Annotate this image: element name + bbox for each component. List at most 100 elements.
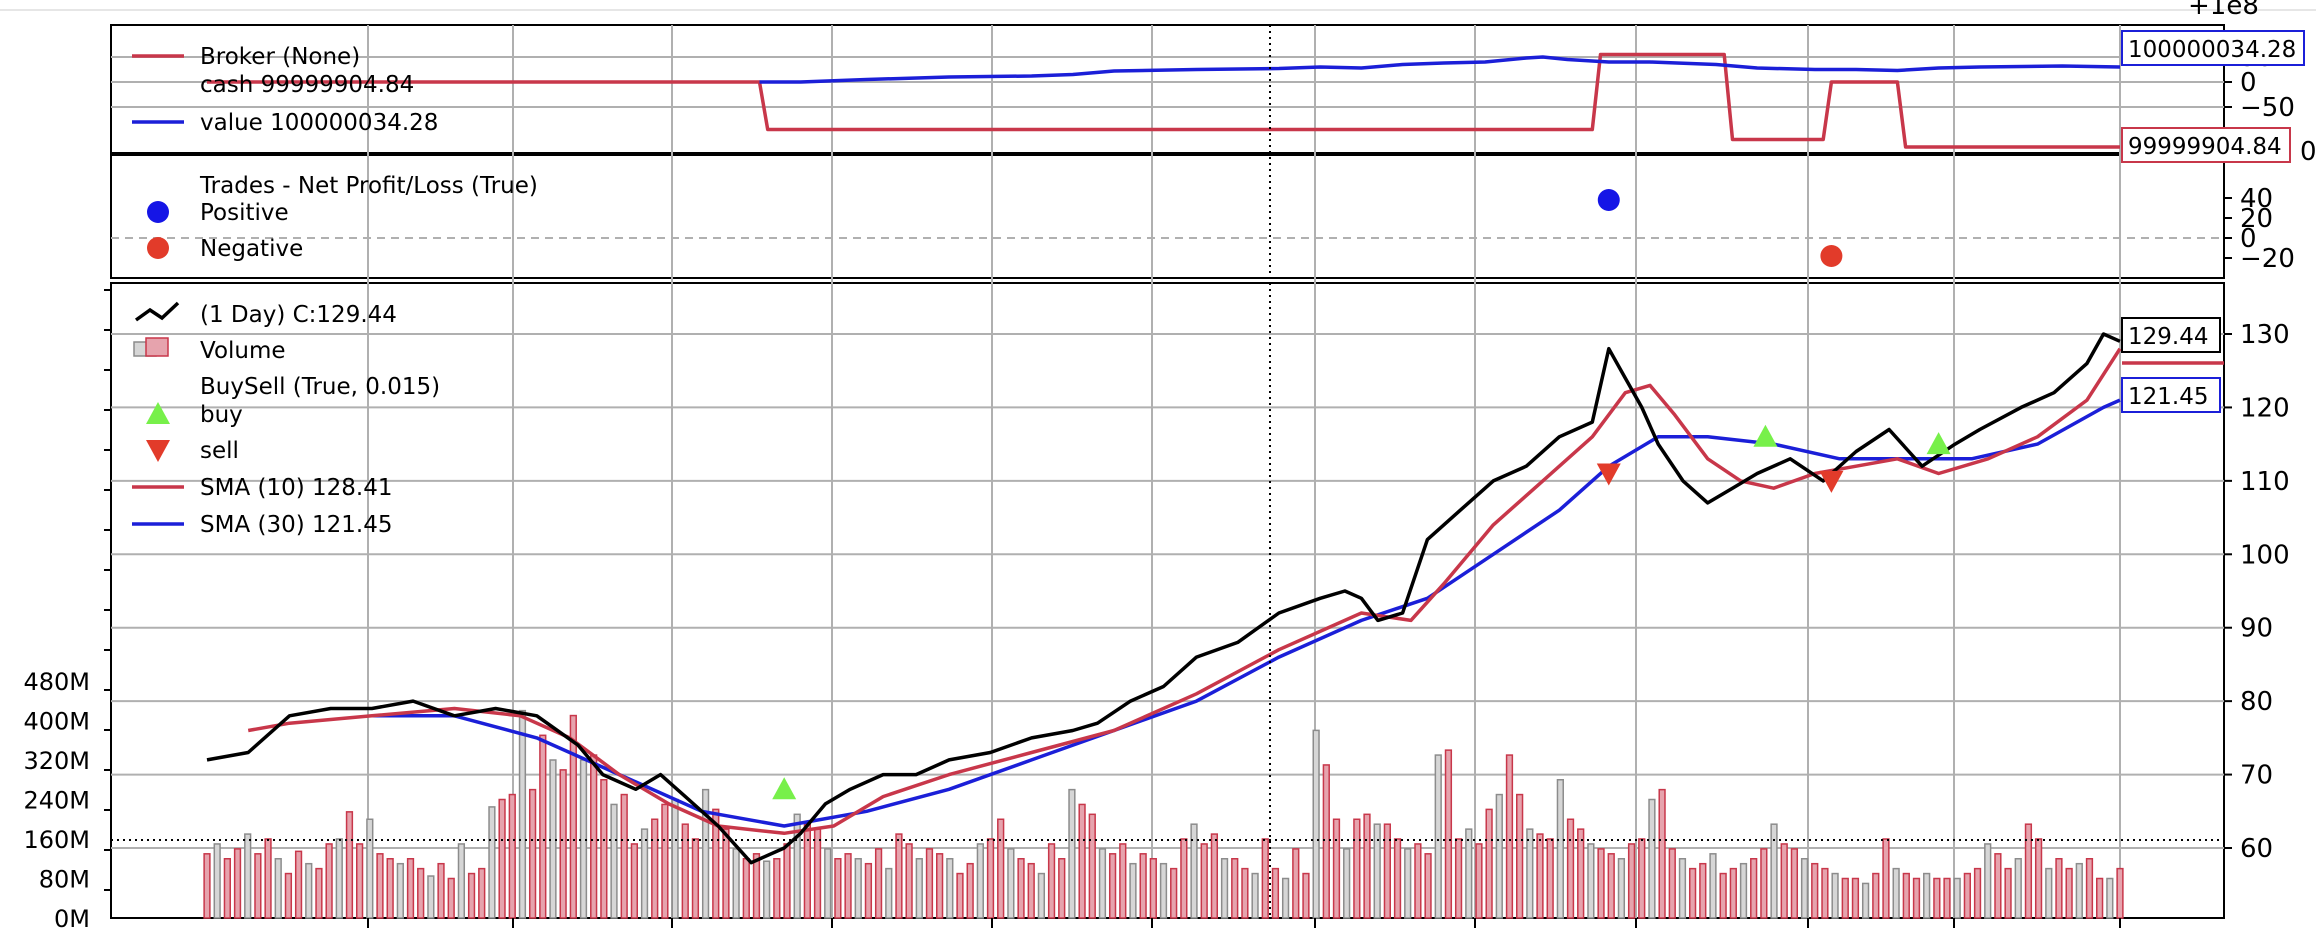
- value-box-frame: [2121, 127, 2291, 163]
- volume-bar: [1688, 867, 1697, 919]
- volume-bar: [1119, 843, 1127, 919]
- volume-bar: [763, 860, 771, 919]
- volume-bar: [2014, 858, 2022, 919]
- volume-bar: [1607, 853, 1615, 919]
- volume-bar: [2085, 858, 2094, 919]
- y-tick-label: 40: [2240, 184, 2273, 214]
- volume-bar: [2004, 867, 2012, 919]
- volume-bar: [590, 754, 598, 919]
- volume-bar: [600, 779, 608, 919]
- volume-bar: [630, 843, 639, 919]
- volume-bar: [1994, 853, 2002, 919]
- volume-bar: [2045, 867, 2053, 919]
- value-boxes: 100000034.28 99999904.84 0 129.44 121.45: [2121, 30, 2316, 413]
- y-tick-label: 0: [2240, 224, 2257, 254]
- volume-bar: [1739, 862, 1748, 919]
- volume-bar: [1170, 867, 1178, 919]
- volume-bar: [417, 867, 425, 919]
- volume-bar: [997, 818, 1005, 919]
- volume-bar: [1271, 867, 1280, 919]
- volume-bar: [712, 808, 720, 919]
- volume-bar: [661, 803, 669, 919]
- volume-bar: [844, 853, 852, 919]
- volume-bar: [1943, 877, 1951, 919]
- volume-bar: [803, 823, 811, 919]
- volume-bar: [915, 858, 923, 919]
- volume-bar: [325, 843, 333, 919]
- volume-bar: [1638, 838, 1646, 919]
- legend-label: SMA (10) 128.41: [200, 475, 393, 501]
- volume-bar: [406, 858, 415, 919]
- value-box-label: 121.45: [2128, 384, 2208, 410]
- legend-positive: Positive: [147, 200, 289, 226]
- volume-bar: [1648, 798, 1656, 919]
- legend-sma30: SMA (30) 121.45: [132, 512, 393, 538]
- legend-sma10: SMA (10) 128.41: [132, 475, 393, 501]
- y-tick-label: −20: [2240, 244, 2295, 274]
- legend-swatch: [147, 201, 169, 223]
- volume-bar: [1821, 867, 1829, 919]
- volume-bar: [1790, 848, 1799, 919]
- volume-bars: [203, 709, 2124, 919]
- volume-bar: [1882, 838, 1890, 919]
- volume-bar: [813, 828, 822, 919]
- legend-label: Negative: [200, 236, 303, 262]
- buy-marker: [772, 777, 797, 800]
- volume-bar: [925, 848, 934, 919]
- volume-tick-label: 240M: [23, 787, 90, 815]
- volume-bar: [1760, 848, 1768, 919]
- value-box-label: 100000034.28: [2128, 37, 2296, 63]
- volume-bar: [1027, 862, 1035, 919]
- volume-bar: [478, 867, 486, 919]
- y-tick-label: 0: [2240, 68, 2257, 98]
- volume-bar: [1007, 848, 1015, 919]
- legend-sell: sell: [146, 438, 239, 464]
- sell-marker: [1819, 470, 1844, 493]
- legend-cash-label: cash 99999904.84: [200, 72, 414, 98]
- volume-bar: [376, 853, 384, 919]
- legend-broker-title: Broker (None): [132, 44, 360, 70]
- close-line: [206, 332, 2121, 865]
- volume-bar: [1373, 823, 1381, 919]
- volume-bar: [1831, 872, 1839, 919]
- volume-bar: [518, 709, 527, 919]
- volume-bar: [1159, 862, 1168, 919]
- volume-bar: [366, 818, 374, 919]
- volume-bar: [854, 858, 862, 919]
- legend-label: buy: [200, 402, 243, 428]
- legend-swatch: [146, 402, 170, 424]
- buy-marker: [1926, 432, 1951, 455]
- volume-bar: [1678, 858, 1687, 919]
- volume-bar: [233, 848, 242, 919]
- volume-bar: [1851, 877, 1860, 919]
- volume-bar: [1444, 749, 1453, 919]
- positive-trade-dot: [1597, 189, 1620, 211]
- volume-bar: [1933, 877, 1941, 919]
- volume-bar: [986, 838, 995, 919]
- volume-bar: [1475, 843, 1483, 919]
- volume-bar: [946, 858, 954, 919]
- value-box: 100000034.28: [2121, 30, 2305, 66]
- volume-bar: [1037, 872, 1046, 919]
- volume-bar: [1536, 833, 1544, 919]
- legend-value: value 100000034.28: [132, 110, 438, 136]
- volume-bar: [956, 872, 964, 919]
- volume-bar: [254, 853, 262, 919]
- volume-bar: [1261, 838, 1269, 919]
- volume-bar: [1526, 828, 1534, 919]
- volume-bar: [213, 843, 221, 919]
- volume-bar: [1892, 867, 1900, 919]
- volume-tick-label: 480M: [23, 668, 90, 696]
- volume-bar: [274, 858, 282, 919]
- broker-offset-label: +1e8: [2188, 0, 2259, 21]
- volume-bar: [905, 843, 913, 919]
- volume-bar: [1984, 843, 1992, 919]
- y-tick-label: 90: [2240, 614, 2273, 644]
- legend-label: SMA (30) 121.45: [200, 512, 393, 538]
- volume-bar: [1088, 813, 1096, 919]
- volume-bar: [681, 823, 689, 919]
- legend-swatch: [145, 337, 169, 357]
- volume-bar: [640, 828, 649, 919]
- volume-bar: [1485, 808, 1493, 919]
- volume-bar: [559, 769, 567, 919]
